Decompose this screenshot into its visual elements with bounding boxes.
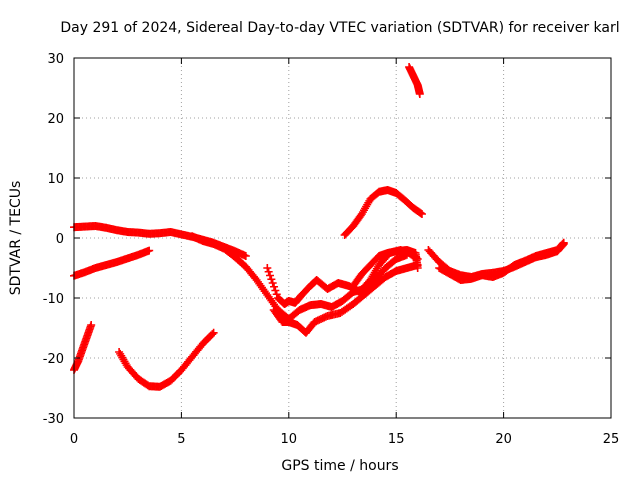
x-tick-label: 5: [177, 432, 185, 447]
series-track-10: [405, 63, 424, 98]
series-track-4: [115, 328, 218, 391]
data-point: [208, 330, 217, 339]
data-point: [268, 279, 277, 287]
series-track-1: [70, 222, 250, 260]
series-track-9: [340, 186, 426, 239]
y-tick-label: 0: [56, 232, 64, 247]
series-track-8: [349, 246, 422, 290]
y-tick-label: -30: [43, 412, 64, 427]
y-tick-label: 30: [47, 52, 64, 67]
y-tick-label: 20: [47, 112, 64, 127]
x-tick-label: 25: [603, 432, 620, 447]
y-tick-label: 10: [47, 172, 64, 187]
y-tick-label: -10: [43, 292, 64, 307]
data-point: [271, 286, 280, 295]
grid-lines: [74, 58, 611, 418]
data-point: [415, 90, 424, 98]
y-tick-label: -20: [43, 352, 64, 367]
data-point: [267, 275, 276, 284]
series-track-12: [435, 238, 568, 284]
series-track-3: [70, 321, 96, 374]
series-track-2: [70, 246, 154, 280]
data-point: [263, 264, 272, 272]
data-point: [558, 240, 567, 249]
x-axis-title: GPS time / hours: [281, 458, 398, 474]
data-point: [272, 290, 281, 299]
x-tick-labels: 0 5 10 15 20 25: [70, 432, 619, 447]
data-point: [209, 328, 218, 337]
data-point: [417, 210, 426, 218]
data-point: [558, 239, 567, 248]
x-tick-label: 0: [70, 432, 78, 447]
data-point: [559, 238, 568, 247]
y-axis-title: SDTVAR / TECUs: [8, 181, 24, 296]
y-tick-labels: -30 -20 -10 0 10 20 30: [43, 52, 64, 427]
data-point: [241, 252, 250, 260]
chart-title: Day 291 of 2024, Sidereal Day-to-day VTE…: [60, 20, 619, 36]
x-tick-label: 10: [281, 432, 298, 447]
data-point: [87, 321, 96, 329]
x-tick-label: 20: [495, 432, 512, 447]
data-point: [145, 246, 154, 255]
data-series: [70, 63, 568, 391]
axis-ticks: [73, 57, 612, 419]
data-point: [266, 271, 275, 280]
data-point: [270, 282, 279, 291]
data-point: [413, 264, 422, 272]
x-tick-label: 15: [388, 432, 405, 447]
series-track-5: [188, 232, 411, 323]
data-point: [264, 267, 273, 276]
